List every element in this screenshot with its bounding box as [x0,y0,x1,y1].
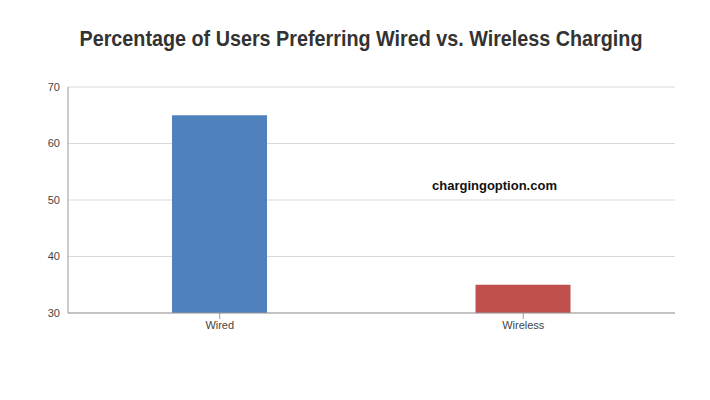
html-text:chargingoption.com: chargingoption.com [432,178,557,193]
svg-text:70: 70 [48,81,60,93]
svg-text:50: 50 [48,194,60,206]
svg-text:30: 30 [48,307,60,319]
svg-text:Wired: Wired [205,319,234,331]
svg-text:Percentage of Users Preferring: Percentage of Users Preferring Wired vs.… [80,26,643,51]
svg-text:Wireless: Wireless [502,319,545,331]
svg-text:60: 60 [48,137,60,149]
svg-text:40: 40 [48,250,60,262]
